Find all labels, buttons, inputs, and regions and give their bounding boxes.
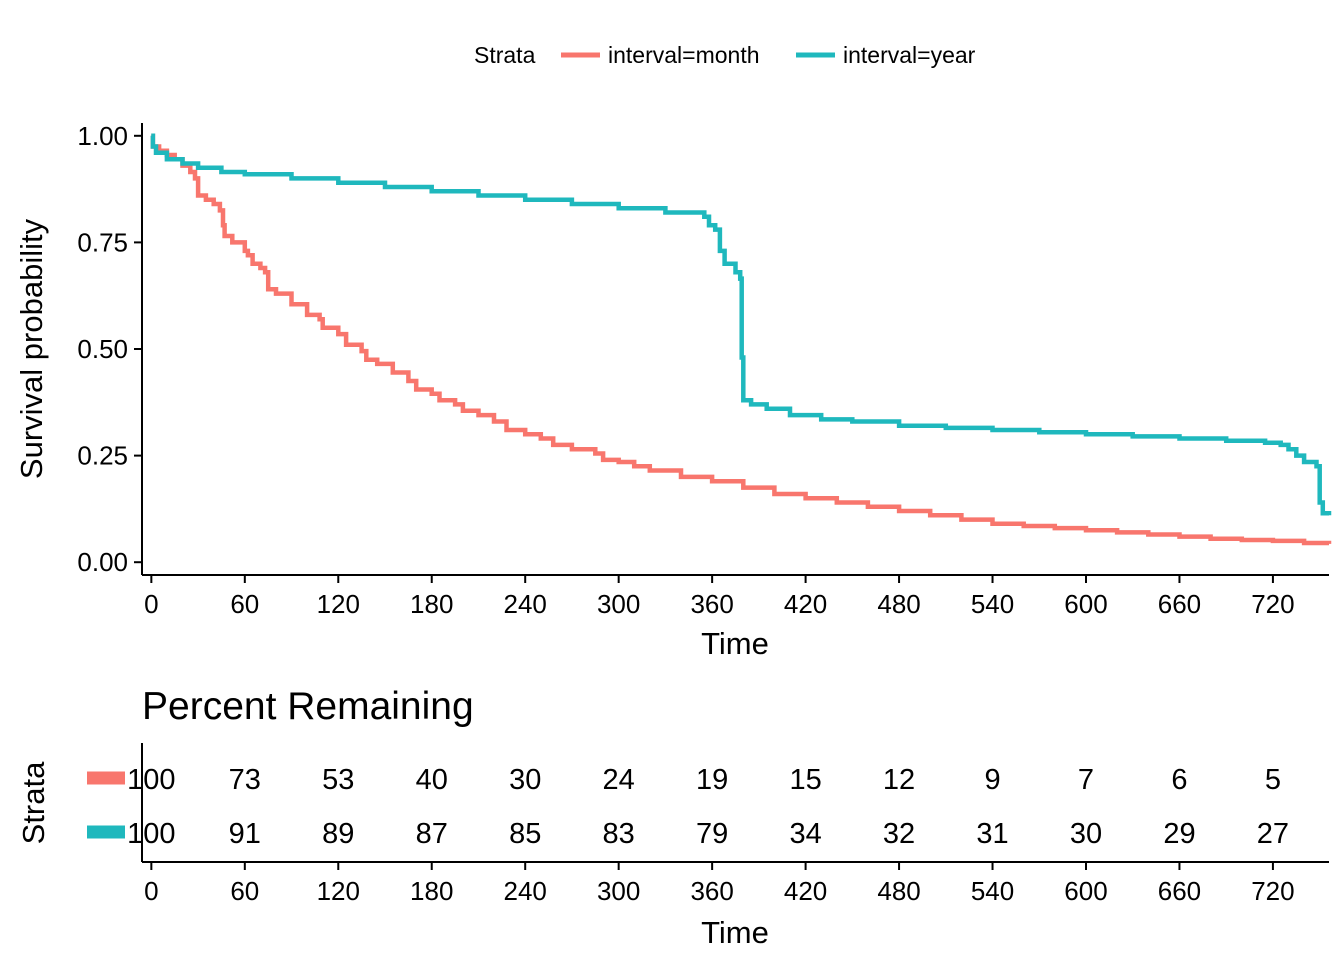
y-tick-label: 0.50 [77,334,128,364]
y-tick-label: 0.00 [77,547,128,577]
survival-plot: 0.00 0.25 0.50 0.75 1.00 0 60 120 180 240 300 360 4… [14,121,1332,661]
risk-table-cell: 30 [1070,818,1102,850]
x-tick-label: 720 [1251,589,1294,619]
x-tick-label: 240 [504,589,547,619]
risk-table-cell: 34 [789,818,821,850]
series-line-month [150,133,1332,546]
risk-table-x-tick-label: 240 [504,876,547,906]
risk-table-x-tick-label: 180 [410,876,453,906]
y-axis-ticks: 0.00 0.25 0.50 0.75 1.00 [77,121,142,577]
risk-table-x-tick-label: 60 [230,876,259,906]
risk-table-cell: 85 [509,818,541,850]
series-lines [150,133,1332,546]
x-tick-label: 360 [690,589,733,619]
risk-table-cell: 89 [322,818,354,850]
risk-table-x-tick-label: 420 [784,876,827,906]
risk-table-cell: 29 [1163,818,1195,850]
risk-table-cell: 100 [127,818,175,850]
x-tick-label: 540 [971,589,1014,619]
risk-table-cell: 12 [883,764,915,796]
risk-table-cell: 30 [509,764,541,796]
x-tick-label: 0 [144,589,158,619]
risk-table-cell: 19 [696,764,728,796]
x-tick-label: 660 [1158,589,1201,619]
risk-table-cell: 32 [883,818,915,850]
risk-table-cell: 27 [1257,818,1289,850]
x-axis-ticks: 0 60 120 180 240 300 360 420 480 540 600 660 720 [144,575,1295,619]
risk-table-x-tick-label: 540 [971,876,1014,906]
x-tick-label: 60 [230,589,259,619]
risk-table-cell: 5 [1265,764,1281,796]
x-tick-label: 480 [877,589,920,619]
risk-table-x-tick-label: 480 [877,876,920,906]
x-tick-label: 120 [317,589,360,619]
y-tick-label: 1.00 [77,121,128,151]
risk-table: Percent Remaining 100 73 53 40 30 24 19 15 12 9 7 6… [16,685,1329,950]
risk-table-cells: 100 73 53 40 30 24 19 15 12 9 7 6 5 100 91 89 87 85 83 79 34… [87,764,1289,850]
legend-title: Strata [474,42,536,68]
risk-table-cell: 24 [603,764,635,796]
risk-table-cell: 87 [416,818,448,850]
legend-label-month: interval=month [608,42,760,68]
y-axis-title: Survival probability [14,218,49,479]
x-tick-label: 300 [597,589,640,619]
risk-table-x-tick-label: 720 [1251,876,1294,906]
y-tick-label: 0.25 [77,441,128,471]
risk-table-cell: 91 [229,818,261,850]
risk-table-cell: 15 [789,764,821,796]
risk-table-x-tick-label: 600 [1064,876,1107,906]
risk-table-cell: 40 [416,764,448,796]
y-tick-label: 0.75 [77,227,128,257]
risk-table-cell: 31 [976,818,1008,850]
x-axis-title: Time [701,626,769,661]
risk-table-title: Percent Remaining [142,685,474,728]
legend: Strata interval=month interval=year [474,42,976,68]
risk-table-x-tick-label: 0 [144,876,158,906]
x-tick-label: 180 [410,589,453,619]
risk-table-cell: 9 [984,764,1000,796]
risk-table-cell: 73 [229,764,261,796]
risk-table-x-tick-label: 660 [1158,876,1201,906]
series-line-year [150,133,1332,516]
x-tick-label: 420 [784,589,827,619]
risk-table-cell: 6 [1171,764,1187,796]
risk-table-cell: 79 [696,818,728,850]
risk-table-cell: 83 [603,818,635,850]
risk-table-x-tick-label: 300 [597,876,640,906]
x-tick-label: 600 [1064,589,1107,619]
legend-label-year: interval=year [843,42,976,68]
risk-table-x-tick-label: 360 [690,876,733,906]
risk-table-x-ticks: 0 60 120 180 240 300 360 420 480 540 600 660 720 [144,862,1295,906]
risk-table-x-axis-title: Time [701,915,769,950]
risk-table-cell: 53 [322,764,354,796]
risk-table-x-tick-label: 120 [317,876,360,906]
risk-table-y-axis-title: Strata [16,761,51,844]
risk-table-cell: 100 [127,764,175,796]
risk-table-cell: 7 [1078,764,1094,796]
